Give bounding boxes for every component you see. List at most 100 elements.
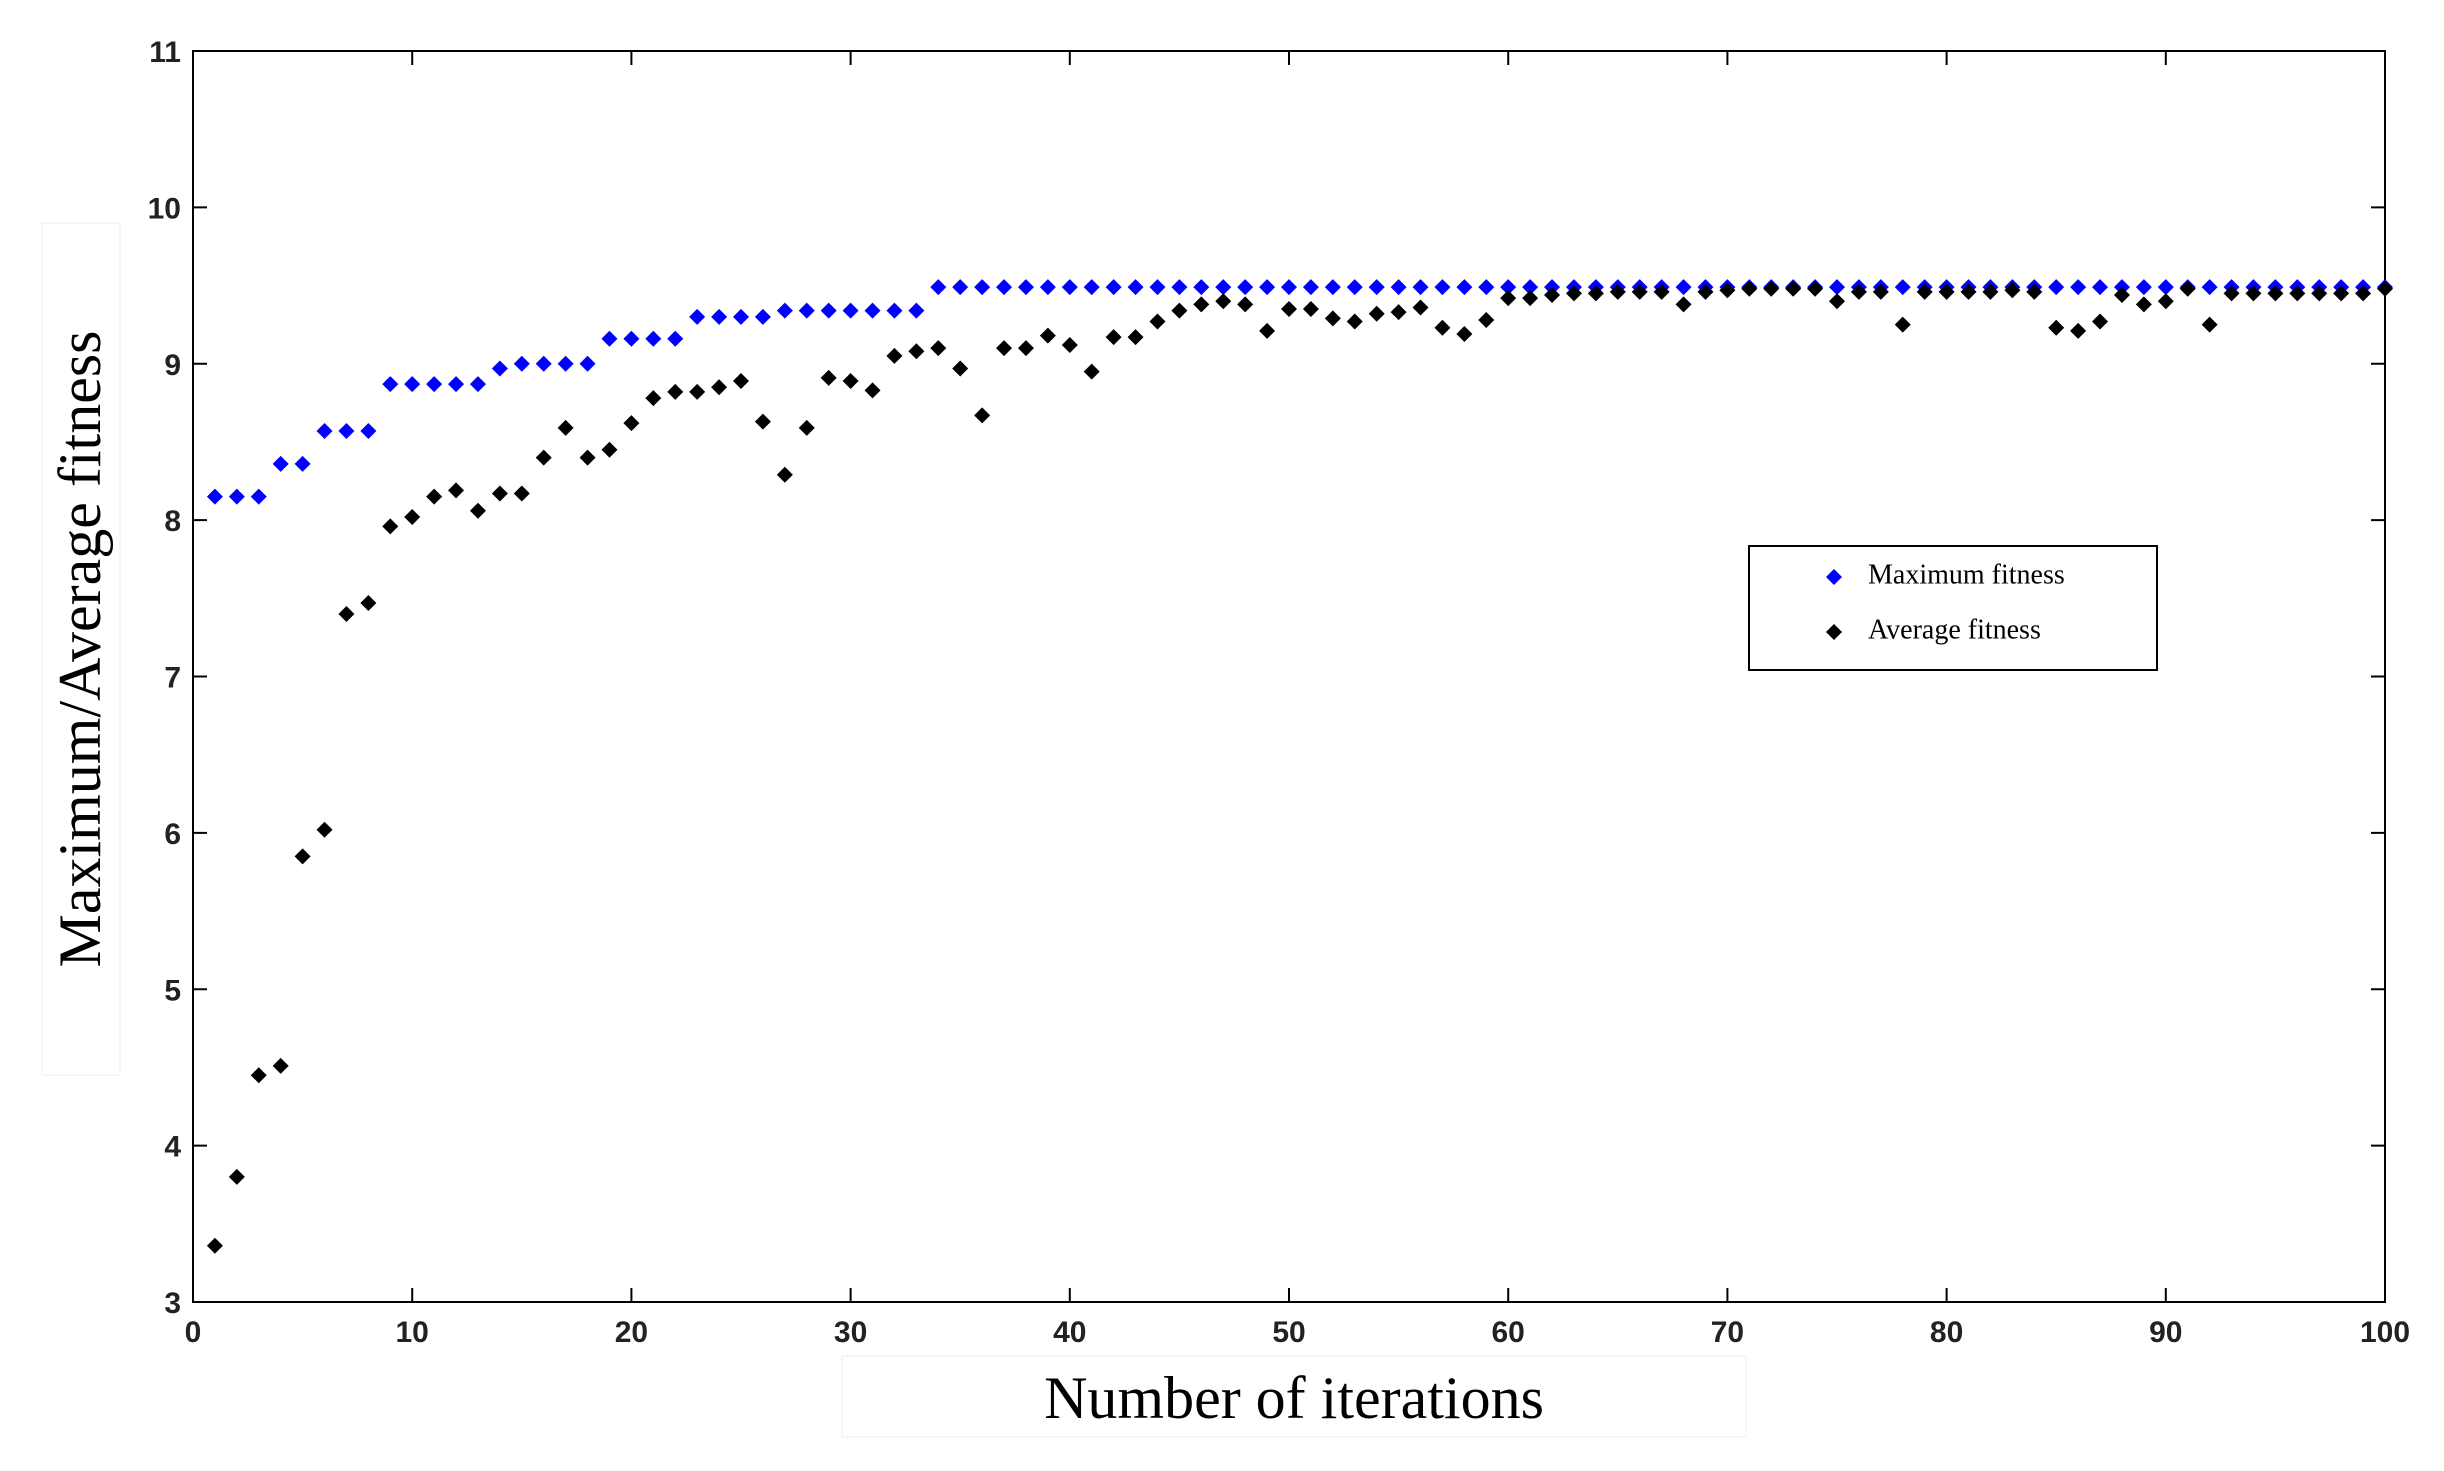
point <box>1017 340 1034 357</box>
point <box>1675 296 1692 313</box>
point <box>491 485 508 502</box>
point <box>1237 296 1254 313</box>
point <box>1346 313 1363 330</box>
point <box>974 407 991 424</box>
point <box>1390 279 1407 296</box>
point <box>689 383 706 400</box>
point <box>272 455 289 472</box>
point <box>1061 279 1078 296</box>
point <box>2092 279 2109 296</box>
point <box>1478 279 1495 296</box>
point <box>2223 285 2240 302</box>
point <box>579 355 596 372</box>
point <box>667 383 684 400</box>
point <box>206 1237 223 1254</box>
point <box>1171 302 1188 319</box>
point <box>1500 279 1517 296</box>
y-tick-label: 3 <box>164 1287 181 1320</box>
point <box>754 413 771 430</box>
point <box>513 355 530 372</box>
point <box>1960 283 1977 300</box>
point <box>1061 336 1078 353</box>
point <box>1083 279 1100 296</box>
point <box>1719 282 1736 299</box>
legend-box <box>1748 545 2158 671</box>
x-tick-label: 0 <box>185 1316 202 1349</box>
point <box>1916 283 1933 300</box>
point <box>2026 283 2043 300</box>
point <box>798 419 815 436</box>
point <box>1938 283 1955 300</box>
point <box>1763 280 1780 297</box>
point <box>316 821 333 838</box>
point <box>1412 299 1429 316</box>
point <box>1215 279 1232 296</box>
point <box>426 376 443 393</box>
plot-frame <box>192 50 2386 1303</box>
point <box>1631 283 1648 300</box>
point <box>1434 279 1451 296</box>
point <box>1149 279 1166 296</box>
point <box>2311 285 2328 302</box>
point <box>601 330 618 347</box>
point <box>952 360 969 377</box>
x-label-box <box>841 1355 1747 1438</box>
point <box>711 308 728 325</box>
point <box>1807 280 1824 297</box>
point <box>338 605 355 622</box>
point <box>623 330 640 347</box>
point <box>1456 279 1473 296</box>
y-tick-label: 10 <box>148 192 181 225</box>
point <box>535 355 552 372</box>
point <box>1039 327 1056 344</box>
point <box>294 848 311 865</box>
point <box>1675 279 1692 296</box>
point <box>820 302 837 319</box>
legend-label: Maximum fitness <box>1868 559 2065 590</box>
point <box>1500 290 1517 307</box>
y-tick-label: 8 <box>164 505 181 538</box>
x-tick-label: 70 <box>1711 1316 1744 1349</box>
point <box>1565 285 1582 302</box>
point <box>1522 290 1539 307</box>
point <box>2092 313 2109 330</box>
point <box>1653 283 1670 300</box>
point <box>557 355 574 372</box>
point <box>360 595 377 612</box>
point <box>1193 279 1210 296</box>
point <box>1982 283 1999 300</box>
point <box>2201 316 2218 333</box>
point <box>1215 293 1232 310</box>
point <box>2179 280 2196 297</box>
point <box>1894 316 1911 333</box>
point <box>1324 279 1341 296</box>
point <box>1281 279 1297 296</box>
y-tick-label: 6 <box>164 818 181 851</box>
point <box>733 372 749 389</box>
point <box>974 279 991 296</box>
point <box>1105 279 1122 296</box>
point <box>996 340 1013 357</box>
point <box>360 422 377 439</box>
point <box>930 279 947 296</box>
point <box>908 343 925 360</box>
point <box>1829 293 1845 310</box>
point <box>1434 319 1451 336</box>
point <box>2004 282 2021 299</box>
point <box>1544 286 1561 303</box>
y-label-box <box>41 222 121 1076</box>
point <box>1697 283 1714 300</box>
point <box>1850 283 1867 300</box>
point <box>1872 283 1889 300</box>
point <box>2267 285 2284 302</box>
point <box>2113 286 2130 303</box>
point <box>2377 280 2393 297</box>
point <box>535 449 552 466</box>
point <box>864 382 881 399</box>
point <box>513 485 530 502</box>
point <box>952 279 969 296</box>
point <box>776 302 793 319</box>
point <box>272 1057 289 1074</box>
point <box>820 369 837 386</box>
point <box>2289 285 2306 302</box>
